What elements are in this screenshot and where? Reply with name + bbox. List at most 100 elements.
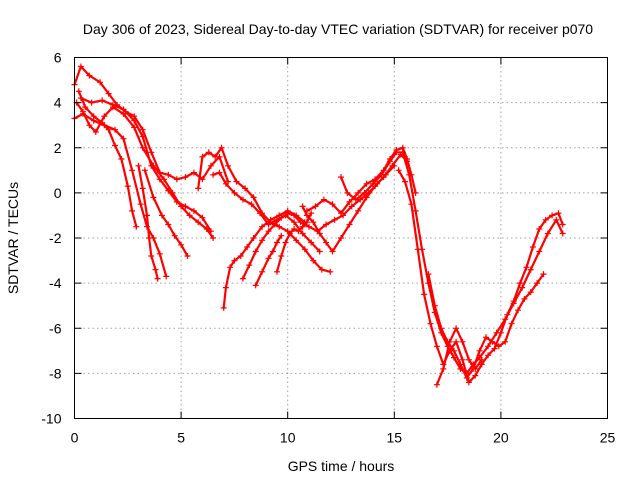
data-point xyxy=(141,167,148,174)
data-point xyxy=(483,334,489,341)
data-point xyxy=(399,149,406,156)
data-point xyxy=(327,268,334,275)
data-point xyxy=(222,180,229,187)
data-point xyxy=(301,246,308,253)
data-point xyxy=(323,221,330,228)
data-point xyxy=(148,253,155,259)
data-point xyxy=(184,253,191,259)
data-point xyxy=(414,246,421,253)
data-point xyxy=(118,156,125,162)
data-point xyxy=(504,311,511,318)
y-axis-label: SDTVAR / TECUs xyxy=(5,182,21,294)
y-tick-label: 0 xyxy=(54,185,62,201)
data-point xyxy=(508,320,515,327)
data-point xyxy=(207,162,214,169)
data-point xyxy=(195,185,202,192)
data-point xyxy=(303,207,310,214)
data-point xyxy=(320,196,327,203)
data-point xyxy=(259,237,266,244)
x-tick-labels: 0 5 10 15 20 25 xyxy=(71,430,616,446)
data-point xyxy=(425,271,432,278)
data-point xyxy=(163,273,170,280)
series-arc-7 xyxy=(141,167,191,259)
data-point xyxy=(308,239,315,246)
data-point xyxy=(459,356,466,363)
data-point xyxy=(412,189,419,196)
data-point xyxy=(239,196,246,203)
data-point xyxy=(440,365,447,372)
data-point xyxy=(544,230,551,237)
data-point xyxy=(88,99,95,106)
data-point xyxy=(250,194,257,201)
data-point xyxy=(457,361,464,368)
series-trace xyxy=(305,146,417,215)
data-point xyxy=(348,203,355,210)
data-point xyxy=(438,325,445,332)
data-point xyxy=(210,171,217,178)
data-point xyxy=(156,250,163,257)
data-point xyxy=(267,216,274,223)
data-point xyxy=(92,129,99,135)
data-point xyxy=(178,241,185,248)
data-point xyxy=(427,320,434,327)
data-point xyxy=(190,169,197,176)
data-point xyxy=(286,230,293,237)
data-point xyxy=(199,153,206,160)
data-point xyxy=(150,194,157,201)
data-point xyxy=(451,347,457,354)
data-point xyxy=(77,63,84,70)
series-arc-12 xyxy=(252,232,285,289)
data-point xyxy=(203,226,210,232)
data-point xyxy=(291,212,298,219)
data-point xyxy=(250,235,257,241)
data-point xyxy=(246,262,253,269)
data-point xyxy=(497,329,504,336)
data-point xyxy=(259,223,266,230)
data-point xyxy=(75,88,82,95)
data-point xyxy=(77,95,84,102)
data-point xyxy=(476,347,483,354)
data-point xyxy=(220,304,227,311)
data-point xyxy=(274,239,280,246)
data-point xyxy=(542,216,549,223)
data-point xyxy=(169,189,176,196)
series-arc-19 xyxy=(433,325,485,388)
data-point xyxy=(529,244,536,250)
data-point xyxy=(465,379,472,386)
data-point xyxy=(527,289,534,296)
data-point xyxy=(519,284,526,291)
data-point xyxy=(310,219,317,226)
data-point xyxy=(133,223,140,230)
data-point xyxy=(112,126,118,133)
data-point xyxy=(265,255,272,262)
data-point xyxy=(105,126,112,133)
data-point xyxy=(408,201,415,208)
data-point xyxy=(252,248,259,255)
axis-ticks xyxy=(74,57,608,419)
data-point xyxy=(491,345,498,352)
x-tick-label: 5 xyxy=(177,430,185,446)
x-tick-label: 20 xyxy=(493,430,509,446)
data-point xyxy=(472,372,479,379)
data-point xyxy=(395,167,402,174)
data-point xyxy=(308,210,315,217)
data-point xyxy=(278,214,285,221)
data-point xyxy=(502,338,509,345)
data-point xyxy=(86,72,93,79)
y-tick-label: 2 xyxy=(54,140,62,156)
data-point xyxy=(244,244,251,250)
data-point xyxy=(282,239,289,246)
data-point xyxy=(363,194,370,201)
data-point xyxy=(278,232,285,239)
data-point xyxy=(271,221,278,228)
data-point xyxy=(99,97,106,104)
data-point xyxy=(259,268,266,275)
data-point xyxy=(86,122,93,129)
y-tick-label: 6 xyxy=(54,50,62,66)
series-arc-6 xyxy=(135,162,161,282)
data-point xyxy=(510,298,517,305)
data-point xyxy=(316,230,323,237)
data-point xyxy=(233,178,240,185)
data-point xyxy=(278,253,285,259)
